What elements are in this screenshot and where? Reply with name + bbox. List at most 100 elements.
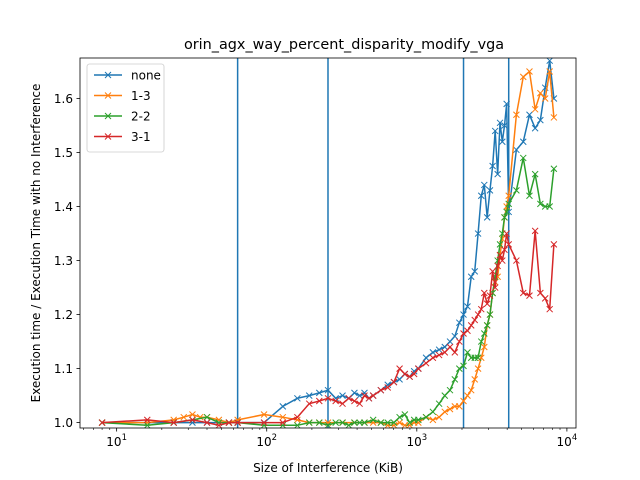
data-point	[406, 373, 414, 381]
data-point	[471, 376, 479, 383]
data-point	[531, 170, 539, 178]
data-point	[480, 181, 488, 189]
legend-box	[86, 63, 165, 153]
data-point	[474, 365, 482, 372]
data-point	[546, 203, 554, 210]
data-point	[422, 413, 430, 421]
legend-item: 3-1	[94, 130, 151, 144]
data-point	[494, 262, 501, 270]
data-point	[401, 370, 409, 378]
data-point	[480, 343, 488, 351]
x-tick-label: 104	[557, 433, 578, 449]
data-point	[294, 394, 301, 402]
data-point	[429, 349, 437, 356]
x-axis-label: Size of Interference (KiB)	[253, 461, 403, 475]
data-point	[464, 303, 471, 310]
data-point	[345, 394, 353, 402]
data-point	[384, 419, 392, 426]
data-point	[234, 419, 241, 426]
data-point	[489, 268, 496, 275]
data-point	[503, 100, 510, 108]
data-point	[429, 408, 437, 416]
data-point	[189, 411, 196, 418]
data-point	[260, 419, 268, 426]
x-tick-label-base: 10	[256, 435, 271, 449]
data-point	[451, 332, 459, 340]
chart-title: orin_agx_way_percent_disparity_modify_vg…	[184, 37, 504, 53]
data-point	[305, 419, 313, 426]
data-point	[519, 289, 527, 297]
data-point	[446, 386, 454, 394]
data-point	[483, 213, 491, 221]
data-point	[451, 376, 459, 383]
data-point	[361, 419, 368, 426]
x-tick-label: 102	[256, 433, 277, 449]
y-tick-label: 1.1	[54, 362, 73, 376]
data-point	[324, 386, 332, 394]
data-point	[526, 192, 533, 200]
y-tick-label: 1.5	[54, 146, 73, 160]
data-point	[467, 386, 475, 394]
data-point	[396, 376, 403, 383]
legend-label: 1-3	[131, 89, 151, 103]
data-point	[351, 397, 358, 405]
data-point	[429, 354, 437, 362]
data-point	[441, 349, 449, 356]
data-point	[505, 240, 513, 248]
data-point	[526, 111, 533, 119]
data-point	[496, 251, 504, 259]
data-point	[455, 365, 463, 372]
data-point	[351, 389, 358, 397]
data-point	[471, 268, 479, 275]
data-point	[531, 105, 539, 113]
data-point	[537, 200, 544, 208]
data-point	[537, 116, 544, 124]
data-point	[467, 322, 475, 329]
data-point	[501, 246, 508, 254]
data-point	[332, 419, 340, 426]
data-point	[496, 240, 504, 248]
data-point	[513, 146, 520, 154]
data-point	[513, 186, 520, 194]
data-point	[491, 127, 499, 135]
data-point	[446, 338, 454, 345]
series-2-2	[98, 154, 558, 428]
data-point	[356, 400, 363, 408]
data-point	[390, 378, 398, 386]
data-point	[498, 257, 506, 264]
data-point	[455, 403, 463, 410]
data-point	[406, 421, 414, 428]
data-point	[474, 354, 482, 362]
data-point	[369, 416, 377, 424]
data-point	[315, 397, 323, 405]
data-point	[143, 416, 151, 424]
data-point	[305, 400, 313, 408]
data-point	[225, 419, 233, 426]
data-point	[435, 346, 443, 354]
data-point	[414, 365, 422, 372]
data-point	[384, 384, 392, 391]
data-point	[377, 386, 385, 394]
data-point	[390, 419, 398, 426]
data-point	[279, 403, 287, 410]
data-point	[396, 419, 403, 426]
legend-item: 1-3	[94, 89, 151, 103]
series-3-1	[98, 227, 558, 428]
data-point	[305, 392, 313, 399]
data-point	[498, 138, 506, 146]
x-tick-label-base: 10	[106, 435, 121, 449]
axes-frame	[79, 57, 577, 429]
data-point	[414, 416, 422, 424]
data-point	[537, 89, 544, 97]
data-point	[503, 208, 510, 216]
data-point	[455, 319, 463, 327]
data-point	[345, 421, 353, 428]
data-point	[541, 95, 549, 102]
data-point	[451, 349, 459, 356]
data-point	[396, 365, 403, 372]
legend-marker	[104, 92, 112, 99]
data-point	[143, 421, 151, 428]
data-point	[294, 413, 301, 421]
data-point	[441, 408, 449, 416]
data-point	[315, 419, 323, 426]
